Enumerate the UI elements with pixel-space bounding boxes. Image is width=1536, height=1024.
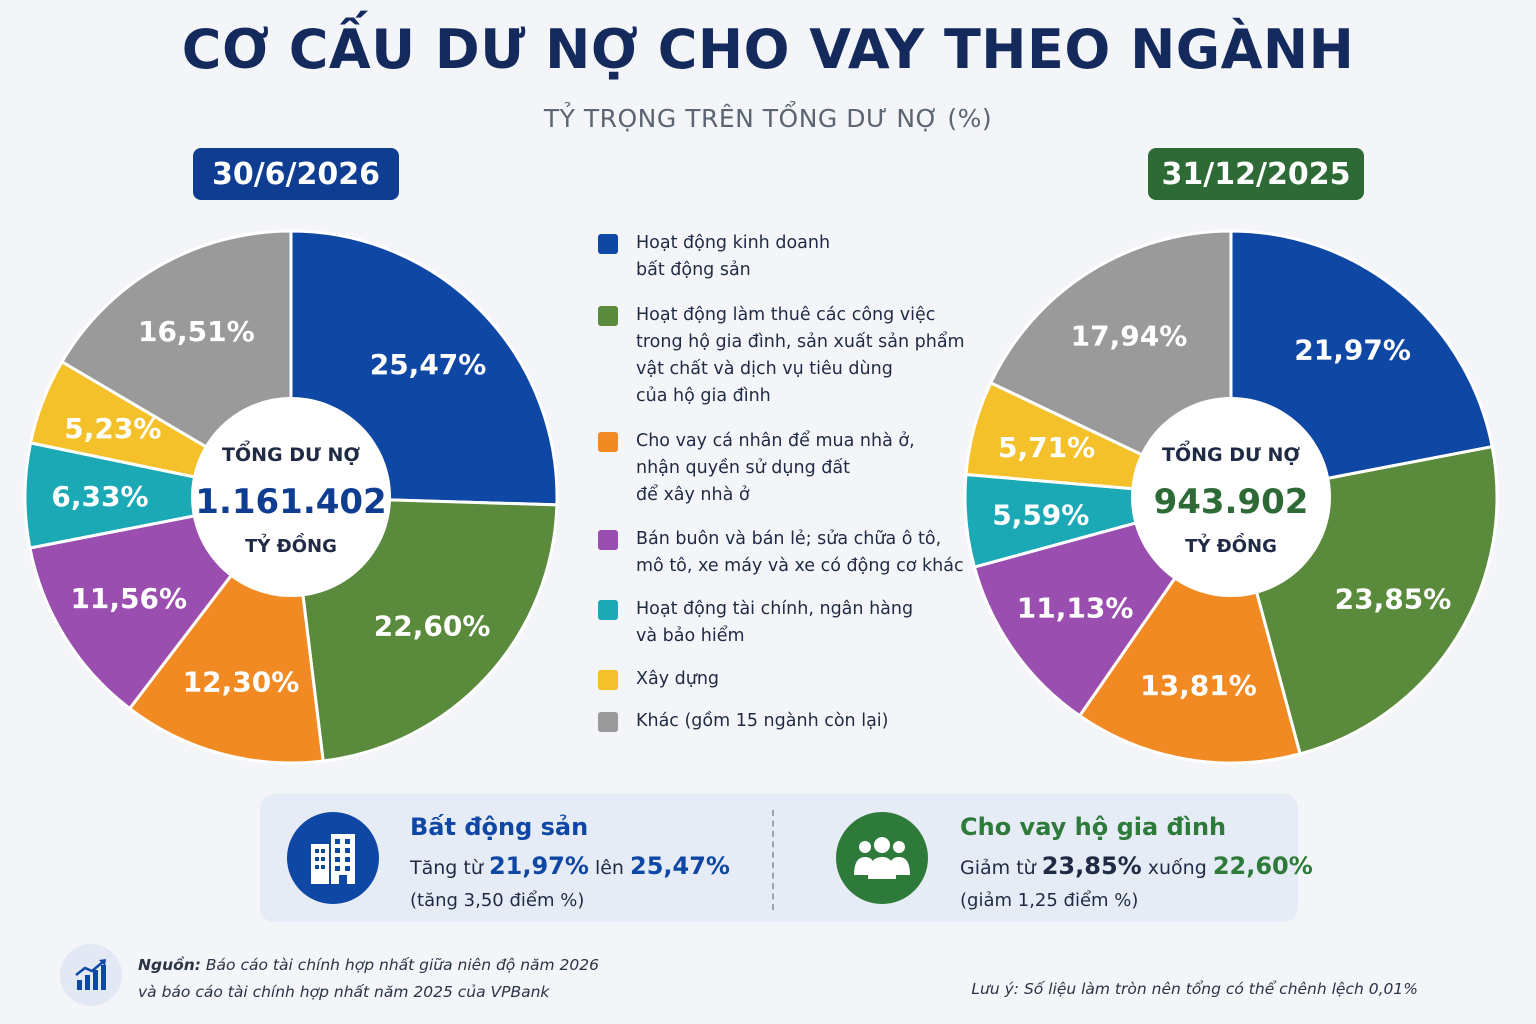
center-title: TỔNG DƯ NỢ	[1162, 439, 1300, 466]
highlight-real-estate-change: Tăng từ 21,97% lên 25,47%	[410, 852, 730, 880]
legend-label: Xây dựng	[636, 669, 720, 689]
legend-swatch	[598, 670, 618, 690]
slice-label: 5,71%	[998, 431, 1095, 464]
legend-item: Hoạt động tài chính, ngân hàng và bảo hi…	[598, 596, 913, 650]
legend-swatch	[598, 600, 618, 620]
slice-label: 22,60%	[374, 610, 491, 643]
slice-label: 16,51%	[138, 315, 255, 348]
legend-item: Hoạt động làm thuê các công việc trong h…	[598, 302, 965, 410]
highlight-household-change: Giảm từ 23,85% xuống 22,60%	[960, 852, 1313, 880]
pie-center	[191, 397, 391, 597]
legend-label: Cho vay cá nhân để mua nhà ở, nhận quyền…	[636, 431, 915, 505]
highlight-panel	[260, 794, 1298, 922]
slice-label: 5,59%	[992, 498, 1089, 531]
legend-item: Hoạt động kinh doanh bất động sản	[598, 230, 830, 284]
slice-label: 17,94%	[1071, 320, 1188, 353]
highlight-real-estate-title: Bất động sản	[410, 813, 589, 841]
legend-swatch	[598, 432, 618, 452]
legend-label: Bán buôn và bán lẻ; sửa chữa ô tô, mô tô…	[636, 529, 964, 576]
legend-item: Cho vay cá nhân để mua nhà ở, nhận quyền…	[598, 428, 915, 509]
legend-swatch	[598, 306, 618, 326]
pie-chart-2025: 21,97% 23,85% 13,81% 11,13% 5,59% 5,71% 17,94%…	[963, 229, 1499, 765]
date-badge-right: 31/12/2025	[1148, 148, 1364, 200]
slice-label: 21,97%	[1294, 334, 1411, 367]
center-total-value: 1.161.402	[195, 482, 386, 522]
highlight-household-note: (giảm 1,25 điểm %)	[960, 890, 1139, 911]
slice-label: 23,85%	[1335, 582, 1452, 615]
legend-swatch	[598, 234, 618, 254]
building-icon	[287, 812, 379, 904]
legend-item: Xây dựng	[598, 666, 719, 693]
legend-label: Hoạt động làm thuê các công việc trong h…	[636, 305, 965, 406]
legend-label: Hoạt động kinh doanh bất động sản	[636, 233, 831, 280]
page-title: CƠ CẤU DƯ NỢ CHO VAY THEO NGÀNH	[181, 18, 1355, 81]
page-subtitle: TỶ TRỌNG TRÊN TỔNG DƯ NỢ (%)	[543, 104, 993, 133]
highlight-household-title: Cho vay hộ gia đình	[960, 813, 1227, 841]
people-icon	[836, 812, 928, 904]
center-title: TỔNG DƯ NỢ	[222, 439, 360, 466]
chart-growth-icon	[60, 944, 122, 1006]
slice-label: 12,30%	[183, 665, 300, 698]
slice-label: 5,23%	[64, 412, 161, 445]
slice-label: 6,33%	[51, 480, 148, 513]
slice-label: 13,81%	[1140, 669, 1257, 702]
highlight-divider	[772, 810, 774, 910]
pie-center	[1131, 397, 1331, 597]
center-total-value: 943.902	[1154, 482, 1309, 522]
legend-label: Hoạt động tài chính, ngân hàng và bảo hi…	[636, 599, 914, 646]
center-unit: TỶ ĐỒNG	[1185, 533, 1277, 557]
center-unit: TỶ ĐỒNG	[245, 533, 337, 557]
slice-label: 11,56%	[70, 582, 187, 615]
pie-chart-2026: 25,47% 22,60% 12,30% 11,56% 6,33% 5,23% 16,51%…	[23, 229, 559, 765]
highlight-real-estate-note: (tăng 3,50 điểm %)	[410, 890, 585, 911]
rounding-note: Lưu ý: Số liệu làm tròn nên tổng có thể …	[971, 980, 1418, 998]
legend-swatch	[598, 712, 618, 732]
slice-label: 11,13%	[1017, 591, 1134, 624]
legend-item: Khác (gồm 15 ngành còn lại)	[598, 708, 889, 735]
legend-label: Khác (gồm 15 ngành còn lại)	[636, 711, 889, 731]
slice-label: 25,47%	[370, 348, 487, 381]
date-badge-left: 30/6/2026	[193, 148, 399, 200]
legend-swatch	[598, 530, 618, 550]
source-text: Nguồn: Báo cáo tài chính hợp nhất giữa n…	[138, 956, 600, 1001]
legend-item: Bán buôn và bán lẻ; sửa chữa ô tô, mô tô…	[598, 526, 964, 580]
